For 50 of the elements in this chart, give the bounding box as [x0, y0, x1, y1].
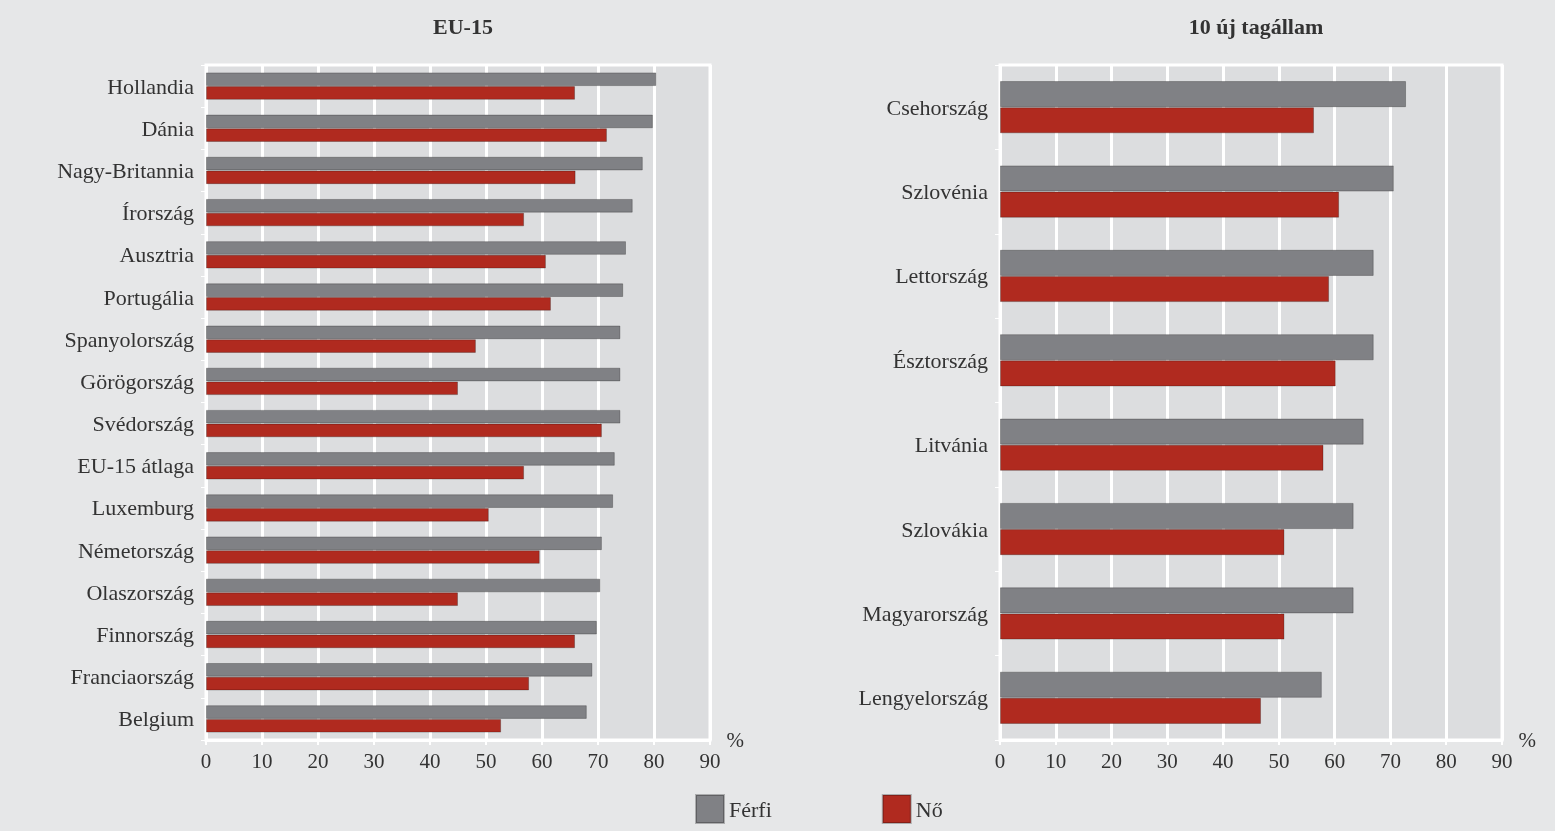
legend-label: Nő: [915, 796, 943, 822]
x-tick-label: 80: [1435, 748, 1457, 773]
y-tick-label: Dánia: [141, 115, 195, 141]
y-tick-label: Portugália: [103, 284, 195, 310]
legend-label: Férfi: [729, 796, 772, 822]
y-tick-label: Litvánia: [914, 432, 989, 458]
x-tick-label: 20: [1101, 748, 1123, 773]
x-tick-label: 30: [363, 748, 385, 773]
x-tick-label: 0: [994, 748, 1006, 773]
x-tick-label: 60: [1324, 748, 1346, 773]
x-tick-label: 90: [1491, 748, 1513, 773]
y-tick-label: Nagy-Britannia: [57, 157, 195, 183]
chart-title: 10 új tagállam: [1188, 13, 1324, 39]
y-tick-label: Hollandia: [107, 73, 195, 99]
y-tick-label: Luxemburg: [91, 495, 194, 521]
y-tick-label: Finnország: [96, 622, 194, 648]
chart-title: EU-15: [433, 13, 493, 39]
x-tick-label: 20: [307, 748, 329, 773]
y-tick-label: Szlovénia: [901, 179, 989, 205]
x-tick-label: 80: [643, 748, 665, 773]
x-tick-label: 90: [699, 748, 721, 773]
y-tick-label: Magyarország: [862, 600, 988, 626]
y-tick-label: EU-15 átlaga: [77, 453, 195, 479]
y-tick-label: Belgium: [118, 706, 194, 732]
y-tick-label: Németország: [77, 537, 194, 563]
x-tick-label: 40: [419, 748, 441, 773]
y-tick-label: Írország: [121, 200, 194, 226]
x-tick-label: 40: [1212, 748, 1234, 773]
x-tick-label: 50: [475, 748, 497, 773]
y-tick-label: Szlovákia: [901, 516, 989, 542]
y-tick-label: Csehország: [886, 94, 988, 120]
x-tick-label: 70: [1379, 748, 1401, 773]
x-tick-label: 70: [587, 748, 609, 773]
y-tick-label: Ausztria: [119, 242, 195, 268]
x-tick-label: 10: [251, 748, 273, 773]
y-tick-label: Franciaország: [70, 664, 194, 690]
x-tick-label: 50: [1268, 748, 1290, 773]
y-tick-label: Svédország: [92, 411, 194, 437]
y-tick-label: Spanyolország: [64, 326, 194, 352]
x-tick-label: 10: [1045, 748, 1067, 773]
y-tick-label: Lettország: [895, 263, 988, 289]
x-tick-label: 60: [531, 748, 553, 773]
y-tick-label: Észtország: [892, 347, 988, 373]
x-tick-label: 30: [1156, 748, 1178, 773]
x-axis-title: %: [726, 728, 744, 752]
y-tick-label: Görögország: [80, 368, 194, 394]
x-tick-label: 0: [200, 748, 212, 773]
y-tick-label: Lengyelország: [858, 685, 988, 711]
y-tick-label: Olaszország: [86, 579, 194, 605]
x-axis-title: %: [1518, 728, 1536, 752]
